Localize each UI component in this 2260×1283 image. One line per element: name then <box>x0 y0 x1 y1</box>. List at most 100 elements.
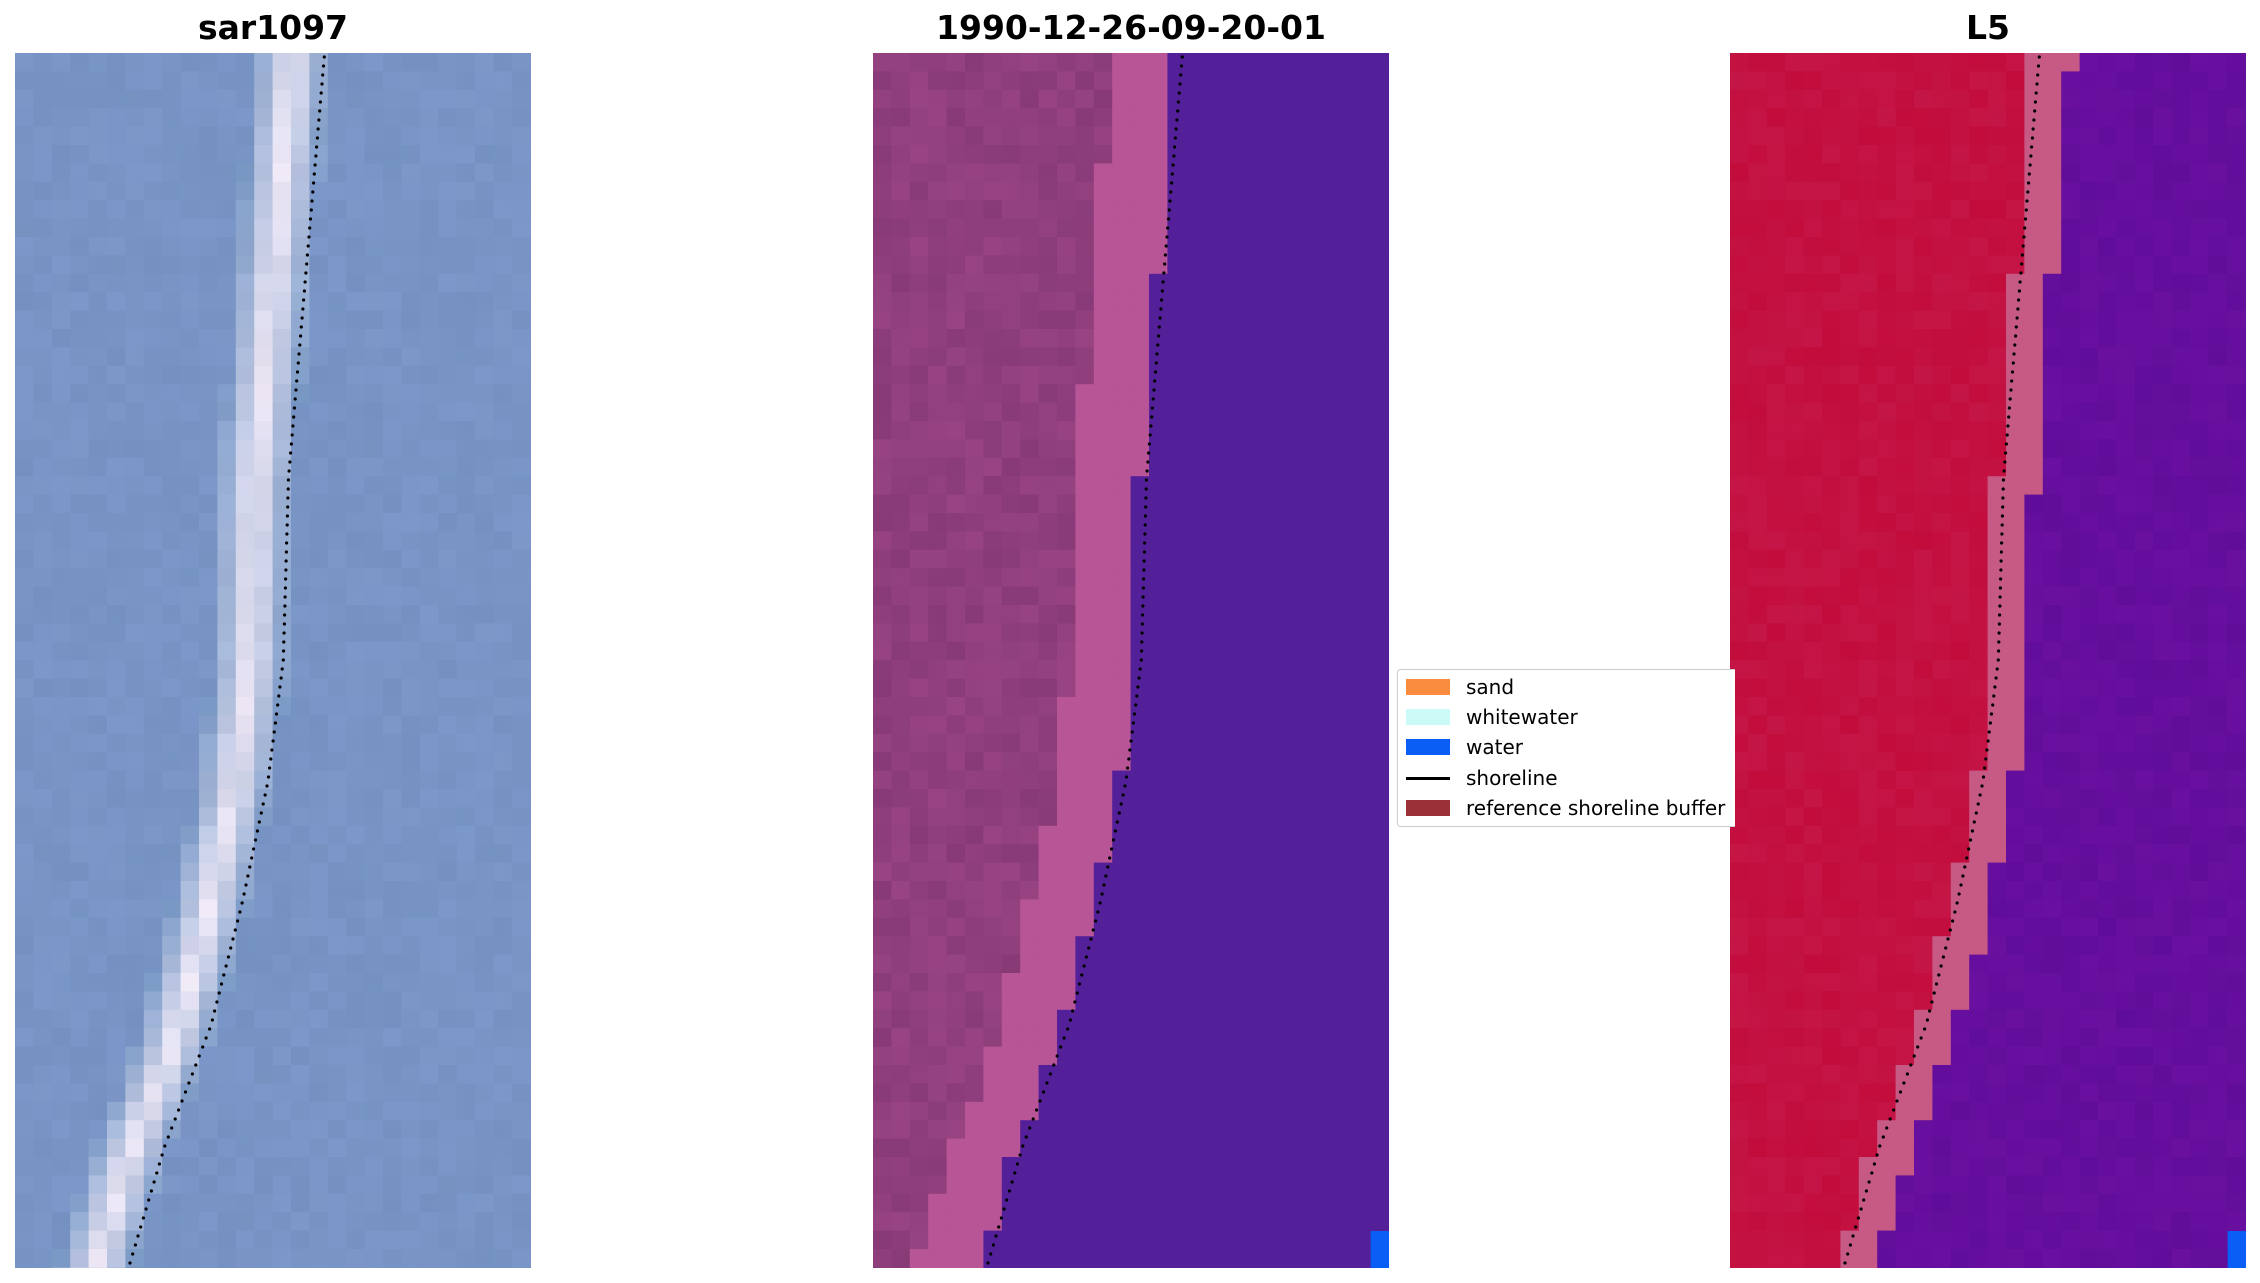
pixel <box>1112 1138 1132 1158</box>
pixel <box>1167 1157 1187 1176</box>
pixel <box>1351 1046 1371 1066</box>
pixel <box>1020 586 1040 606</box>
pixel <box>1914 494 1933 514</box>
pixel <box>125 53 145 72</box>
pixel <box>1149 476 1168 496</box>
pixel <box>2134 292 2154 312</box>
shoreline-point <box>1124 775 1129 779</box>
shoreline-point <box>197 1054 201 1058</box>
pixel <box>1038 660 1058 680</box>
pixel <box>1333 347 1352 367</box>
pixel <box>438 623 458 643</box>
pixel <box>346 255 366 275</box>
pixel <box>125 531 145 551</box>
pixel <box>1730 292 1749 312</box>
pixel <box>2171 200 2191 220</box>
pixel <box>419 899 439 919</box>
pixel <box>2098 384 2117 404</box>
pixel <box>125 513 145 532</box>
pixel <box>2116 108 2136 128</box>
pixel <box>235 697 255 716</box>
shoreline-point <box>296 361 300 365</box>
pixel <box>125 1175 145 1195</box>
pixel <box>346 237 366 256</box>
pixel <box>1369 347 1389 367</box>
pixel <box>1388 605 1389 624</box>
pixel <box>1314 623 1334 643</box>
pixel <box>217 457 237 477</box>
pixel <box>180 310 200 330</box>
pixel <box>364 71 384 91</box>
pixel <box>143 200 163 220</box>
pixel <box>1351 1157 1371 1176</box>
pixel <box>965 1046 984 1066</box>
pixel <box>1296 200 1316 220</box>
shoreline-point <box>311 190 315 194</box>
pixel <box>1932 402 1952 422</box>
pixel <box>1093 770 1113 790</box>
pixel <box>419 936 439 956</box>
pixel <box>1785 476 1805 496</box>
pixel <box>1149 89 1168 109</box>
pixel <box>1001 881 1021 900</box>
pixel <box>1204 568 1224 588</box>
pixel <box>1057 954 1076 974</box>
pixel <box>909 329 929 348</box>
pixel <box>401 145 421 164</box>
pixel <box>1075 881 1095 900</box>
pixel <box>88 733 108 753</box>
pixel <box>125 181 145 201</box>
pixel <box>1351 1249 1371 1268</box>
pixel <box>419 1193 439 1213</box>
pixel <box>1369 733 1389 753</box>
pixel <box>1333 1157 1352 1176</box>
pixel <box>891 936 911 956</box>
pixel <box>180 1212 200 1232</box>
pixel <box>1333 439 1352 459</box>
pixel <box>235 641 255 661</box>
pixel <box>946 660 966 680</box>
pixel <box>1130 807 1150 827</box>
pixel <box>272 807 292 827</box>
pixel <box>1093 1120 1113 1140</box>
pixel <box>2042 384 2062 404</box>
pixel <box>2226 476 2246 496</box>
pixel <box>1296 1230 1316 1250</box>
pixel <box>254 421 274 440</box>
pixel <box>383 1230 402 1250</box>
shoreline-point <box>989 1252 993 1256</box>
pixel <box>1766 71 1786 91</box>
pixel <box>235 329 255 348</box>
pixel <box>180 531 200 551</box>
pixel <box>1001 1230 1021 1250</box>
pixel <box>1296 89 1316 109</box>
pixel <box>1369 494 1389 514</box>
pixel <box>70 145 90 164</box>
pixel <box>456 1046 476 1066</box>
pixel <box>401 1083 421 1103</box>
pixel <box>51 181 71 201</box>
pixel <box>1167 1065 1187 1084</box>
pixel <box>1222 917 1242 937</box>
shoreline-point <box>268 766 272 770</box>
pixel <box>107 973 126 992</box>
pixel <box>530 1101 531 1121</box>
pixel <box>309 255 329 275</box>
pixel <box>1351 292 1371 312</box>
pixel <box>493 457 513 477</box>
pixel <box>1204 365 1224 385</box>
pixel <box>88 329 108 348</box>
pixel <box>15 1065 34 1084</box>
pixel <box>254 145 274 164</box>
pixel <box>909 145 929 164</box>
pixel <box>1075 1193 1095 1213</box>
pixel <box>33 844 53 864</box>
pixel <box>107 126 126 146</box>
pixel <box>217 273 237 293</box>
shoreline-point <box>282 622 286 626</box>
pixel <box>199 549 218 569</box>
pixel <box>1895 89 1915 109</box>
pixel <box>1369 586 1389 606</box>
pixel <box>1858 145 1878 164</box>
pixel <box>1241 991 1260 1011</box>
